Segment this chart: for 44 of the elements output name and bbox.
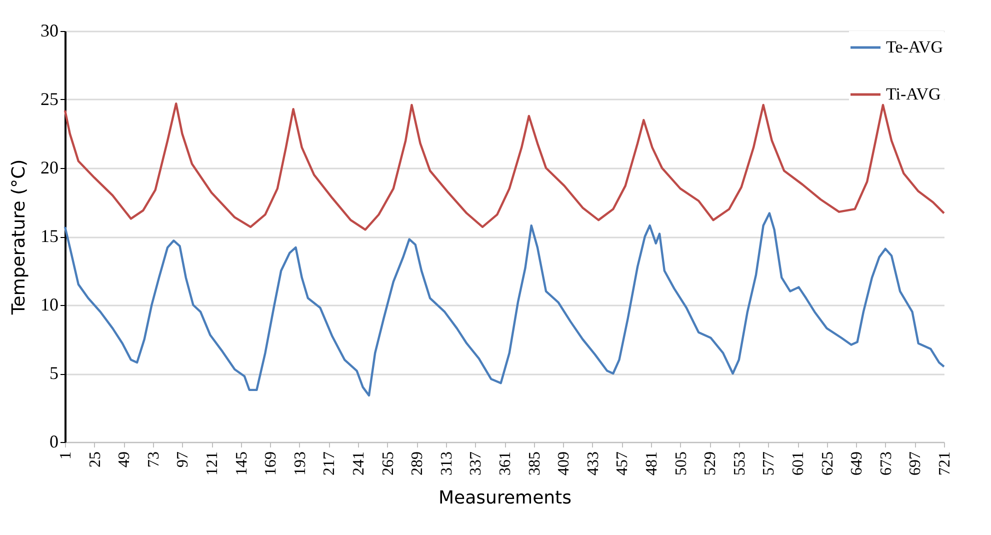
x-tick-label: 625 <box>819 452 836 476</box>
line-series <box>64 102 946 231</box>
x-tick-label: 673 <box>878 452 895 476</box>
y-tick-label: 30 <box>40 20 58 40</box>
x-tick-label: 481 <box>644 452 660 476</box>
x-tick-label: 313 <box>438 452 456 476</box>
x-tick-label: 697 <box>907 452 924 476</box>
x-tick-label: 25 <box>86 452 104 468</box>
x-tick-label: 217 <box>321 452 338 476</box>
legend-label: Te-AVG <box>886 38 944 56</box>
x-tick-label: 265 <box>380 452 397 476</box>
x-tick-label: 97 <box>174 452 192 468</box>
x-tick-label: 193 <box>292 452 309 476</box>
x-tick-label: 337 <box>468 452 485 476</box>
x-tick-label: 73 <box>145 452 162 468</box>
x-tick-label: 241 <box>350 452 368 476</box>
x-tick-label: 121 <box>204 452 221 476</box>
x-tick-label: 553 <box>731 452 748 476</box>
x-tick-label: 505 <box>672 452 690 476</box>
x-tick-label: 169 <box>262 452 280 476</box>
y-tick-label: 0 <box>50 432 58 452</box>
legend-label: Ti-AVG <box>886 84 941 104</box>
y-tick-label: 20 <box>40 158 58 178</box>
x-tick-label: 457 <box>614 452 632 476</box>
x-tick-label: 361 <box>497 452 514 476</box>
y-tick-label: 25 <box>40 89 58 109</box>
y-tick-label: 5 <box>50 363 58 383</box>
x-tick-label: 145 <box>233 452 250 476</box>
x-tick-label: 601 <box>790 452 807 476</box>
x-tick-label: 721 <box>936 452 954 476</box>
y-axis-title: Temperature (°C) <box>8 159 30 316</box>
x-tick-label: 649 <box>848 452 866 476</box>
x-tick-label: 1 <box>58 452 74 460</box>
x-tick-label: 433 <box>584 452 602 476</box>
x-tick-label: 385 <box>526 452 544 476</box>
line-series <box>64 212 946 397</box>
x-axis-title: Measurements <box>438 488 572 508</box>
x-tick-label: 289 <box>409 452 426 476</box>
x-tick-label: 529 <box>702 452 720 476</box>
y-tick-label: 15 <box>40 226 58 246</box>
y-tick-label: 10 <box>40 294 58 314</box>
x-tick-label: 409 <box>556 452 573 476</box>
x-tick-label: 577 <box>760 452 778 476</box>
x-tick-label: 49 <box>116 452 134 468</box>
